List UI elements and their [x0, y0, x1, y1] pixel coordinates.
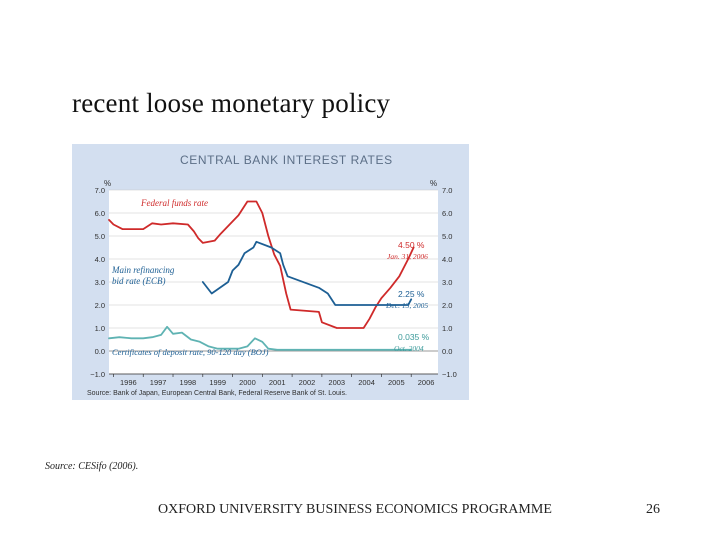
y-tick-label-left: −1.0 [90, 370, 105, 379]
left-axis-unit: % [104, 179, 111, 188]
y-ticks-right: −1.0 0.0 1.0 2.0 3.0 4.0 5.0 6.0 7.0 [442, 186, 457, 379]
ecb-annotation-date: Dec. 13, 2005 [385, 301, 428, 310]
chart-source: Source: Bank of Japan, European Central … [87, 390, 347, 397]
x-ticks: 1996 1997 1998 1999 2000 2001 2002 2003 2004 2005… [109, 373, 438, 387]
x-tick-label: 1997 [150, 378, 167, 387]
y-tick-label-right: 3.0 [442, 278, 452, 287]
ecb-label-line2: bid rate (ECB) [112, 276, 166, 286]
y-tick-label-left: 6.0 [95, 209, 105, 218]
y-tick-label-left: 4.0 [95, 255, 105, 264]
y-tick-label-right: −1.0 [442, 370, 457, 379]
boj-label: Certificates of deposit rate, 90-120 day… [112, 347, 269, 357]
y-tick-label-right: 1.0 [442, 324, 452, 333]
x-tick-label: 2005 [388, 378, 405, 387]
boj-annotation-date: Oct. 2004 [394, 344, 424, 353]
ecb-annotation-value: 2.25 % [398, 289, 425, 299]
chart-title: CENTRAL BANK INTEREST RATES [180, 153, 393, 167]
chart-svg: CENTRAL BANK INTEREST RATES % % −1.0 0.0 1… [72, 144, 469, 400]
interest-rate-chart: CENTRAL BANK INTEREST RATES % % −1.0 0.0 1… [72, 144, 469, 400]
y-ticks-left: −1.0 0.0 1.0 2.0 3.0 4.0 5.0 6.0 7.0 [90, 186, 105, 379]
fed-annotation-date: Jan. 31, 2006 [387, 252, 428, 261]
x-tick-label: 2006 [418, 378, 435, 387]
x-tick-label: 2000 [239, 378, 256, 387]
y-tick-label-right: 7.0 [442, 186, 452, 195]
x-tick-label: 2004 [358, 378, 375, 387]
footer-text: OXFORD UNIVERSITY BUSINESS ECONOMICS PRO… [158, 502, 552, 517]
y-tick-label-right: 5.0 [442, 232, 452, 241]
y-tick-label-left: 5.0 [95, 232, 105, 241]
ecb-label-line1: Main refinancing [111, 265, 175, 275]
ecb-rate-line [201, 240, 413, 306]
boj-annotation-value: 0.035 % [398, 332, 430, 342]
y-tick-label-left: 1.0 [95, 324, 105, 333]
x-tick-label: 1998 [180, 378, 197, 387]
y-tick-label-left: 3.0 [95, 278, 105, 287]
series-layer [108, 200, 415, 351]
x-tick-label: 2003 [328, 378, 345, 387]
federal-funds-label: Federal funds rate [140, 198, 208, 208]
y-tick-label-left: 0.0 [95, 347, 105, 356]
y-tick-label-right: 4.0 [442, 255, 452, 264]
x-tick-label: 2002 [299, 378, 316, 387]
x-tick-label: 2001 [269, 378, 286, 387]
y-tick-label-right: 2.0 [442, 301, 452, 310]
boj-cd-rate-line [108, 325, 413, 351]
federal-funds-rate-line [108, 200, 415, 329]
x-tick-label: 1999 [209, 378, 226, 387]
right-axis-unit: % [430, 179, 437, 188]
slide-title: recent loose monetary policy [72, 88, 391, 118]
page-number: 26 [646, 502, 660, 517]
y-tick-label-right: 0.0 [442, 347, 452, 356]
x-tick-label: 1996 [120, 378, 137, 387]
y-tick-label-right: 6.0 [442, 209, 452, 218]
y-tick-label-left: 2.0 [95, 301, 105, 310]
fed-annotation-value: 4.50 % [398, 240, 425, 250]
source-note: Source: CESifo (2006). [45, 461, 139, 472]
y-tick-label-left: 7.0 [95, 186, 105, 195]
